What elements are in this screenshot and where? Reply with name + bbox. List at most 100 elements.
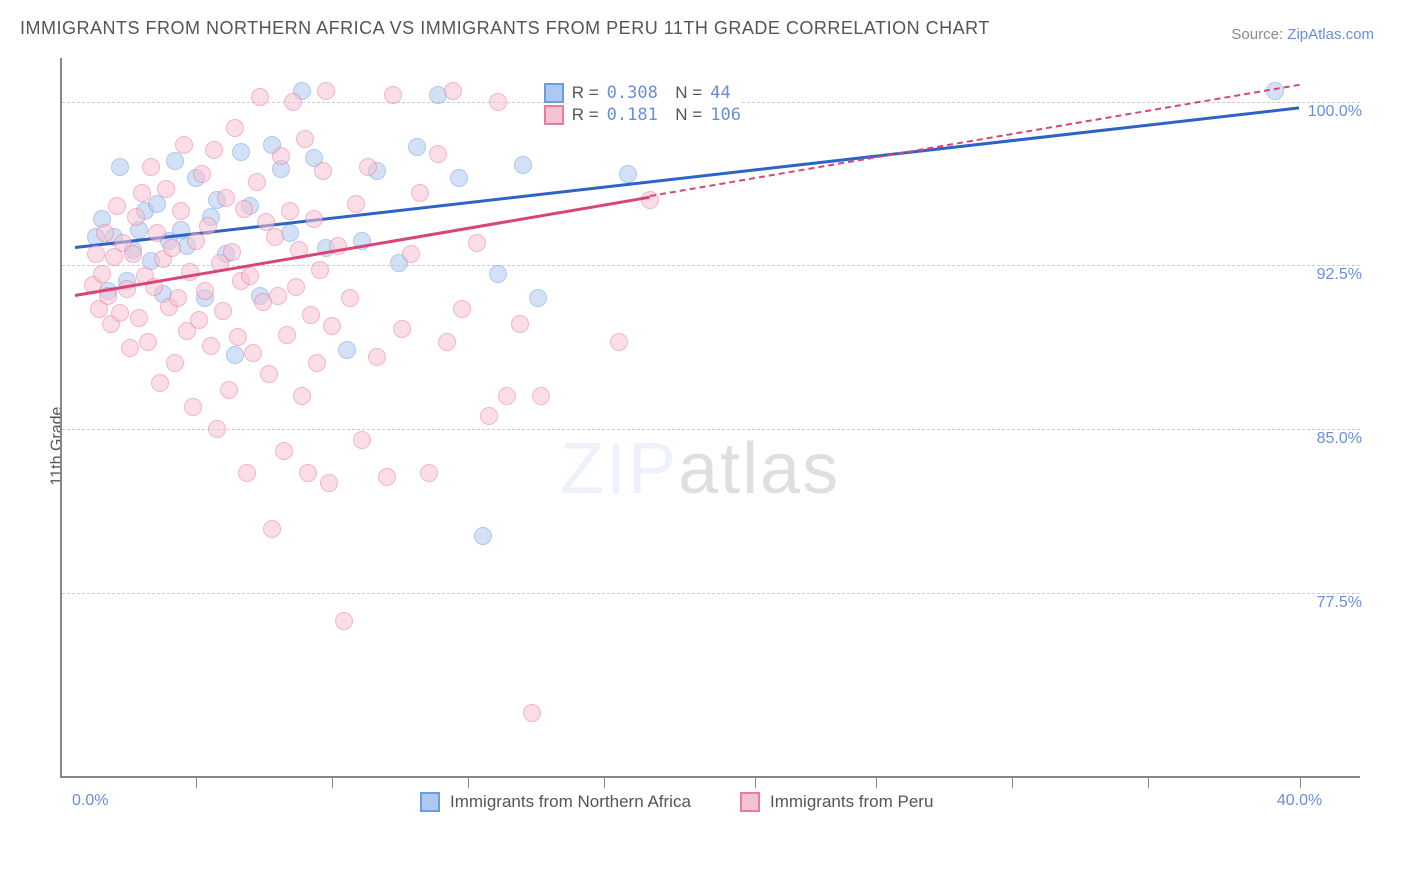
scatter-point [272, 147, 290, 165]
scatter-point [148, 224, 166, 242]
legend-r-label: R = [572, 83, 599, 103]
scatter-point [251, 88, 269, 106]
scatter-point [529, 289, 547, 307]
series-legend-item: Immigrants from Peru [740, 792, 933, 812]
scatter-point [450, 169, 468, 187]
scatter-point [523, 704, 541, 722]
series-legend-label: Immigrants from Peru [770, 792, 933, 812]
scatter-point [266, 228, 284, 246]
scatter-point [217, 189, 235, 207]
y-axis-line [60, 58, 62, 778]
scatter-point [296, 130, 314, 148]
scatter-point [511, 315, 529, 333]
scatter-point [489, 265, 507, 283]
scatter-point [278, 326, 296, 344]
scatter-point [498, 387, 516, 405]
scatter-point [384, 86, 402, 104]
scatter-point [408, 138, 426, 156]
series-legend-label: Immigrants from Northern Africa [450, 792, 691, 812]
scatter-point [302, 306, 320, 324]
scatter-point [244, 344, 262, 362]
source-link[interactable]: ZipAtlas.com [1287, 26, 1374, 43]
scatter-point [323, 317, 341, 335]
scatter-point [453, 300, 471, 318]
scatter-point [121, 339, 139, 357]
scatter-point [480, 407, 498, 425]
scatter-point [241, 267, 259, 285]
correlation-legend: R =0.308 N =44R =0.181 N =106 [544, 80, 741, 128]
scatter-point [489, 93, 507, 111]
x-tick-label: 40.0% [1277, 792, 1322, 810]
source-attribution: Source: ZipAtlas.com [1231, 26, 1374, 43]
scatter-point [341, 289, 359, 307]
scatter-point [287, 278, 305, 296]
scatter-point [196, 282, 214, 300]
scatter-point [175, 136, 193, 154]
scatter-point [157, 180, 175, 198]
scatter-point [235, 200, 253, 218]
legend-r-value: 0.308 [607, 83, 658, 103]
legend-n-value: 44 [710, 83, 730, 103]
scatter-point [223, 243, 241, 261]
scatter-point [124, 245, 142, 263]
scatter-point [263, 520, 281, 538]
scatter-point [314, 162, 332, 180]
scatter-point [169, 289, 187, 307]
scatter-point [275, 442, 293, 460]
series-legend-item: Immigrants from Northern Africa [420, 792, 691, 812]
x-tick [1148, 778, 1149, 788]
scatter-point [320, 474, 338, 492]
x-tick [1012, 778, 1013, 788]
scatter-point [133, 184, 151, 202]
x-tick [1300, 778, 1301, 788]
chart-title: IMMIGRANTS FROM NORTHERN AFRICA VS IMMIG… [20, 18, 990, 39]
source-prefix: Source: [1231, 26, 1287, 43]
chart-area: ZIPatlas 100.0%92.5%85.0%77.5%0.0%40.0%R… [60, 58, 1360, 818]
legend-swatch [420, 792, 440, 812]
y-tick-label: 85.0% [1317, 430, 1362, 448]
scatter-point [93, 265, 111, 283]
legend-swatch [740, 792, 760, 812]
scatter-point [229, 328, 247, 346]
scatter-point [205, 141, 223, 159]
x-tick [604, 778, 605, 788]
scatter-point [293, 387, 311, 405]
scatter-point [474, 527, 492, 545]
scatter-point [226, 119, 244, 137]
scatter-point [335, 612, 353, 630]
legend-row: R =0.181 N =106 [544, 104, 741, 126]
legend-row: R =0.308 N =44 [544, 82, 741, 104]
scatter-point [284, 93, 302, 111]
scatter-point [619, 165, 637, 183]
scatter-point [220, 381, 238, 399]
scatter-point [232, 143, 250, 161]
watermark-brand: ZIP [560, 429, 678, 509]
scatter-point [151, 374, 169, 392]
scatter-point [127, 208, 145, 226]
scatter-point [111, 158, 129, 176]
scatter-point [190, 311, 208, 329]
scatter-point [163, 239, 181, 257]
scatter-point [368, 348, 386, 366]
scatter-point [214, 302, 232, 320]
scatter-point [130, 309, 148, 327]
x-tick [196, 778, 197, 788]
x-tick [755, 778, 756, 788]
scatter-point [353, 431, 371, 449]
scatter-point [438, 333, 456, 351]
scatter-point [299, 464, 317, 482]
x-tick [876, 778, 877, 788]
scatter-point [311, 261, 329, 279]
scatter-point [411, 184, 429, 202]
x-axis-line [60, 776, 1360, 778]
scatter-point [202, 337, 220, 355]
scatter-point [238, 464, 256, 482]
scatter-point [444, 82, 462, 100]
scatter-point [429, 145, 447, 163]
scatter-point [347, 195, 365, 213]
y-tick-label: 77.5% [1317, 594, 1362, 612]
scatter-point [281, 202, 299, 220]
watermark: ZIPatlas [560, 428, 840, 510]
legend-r-value: 0.181 [607, 105, 658, 125]
scatter-point [166, 354, 184, 372]
